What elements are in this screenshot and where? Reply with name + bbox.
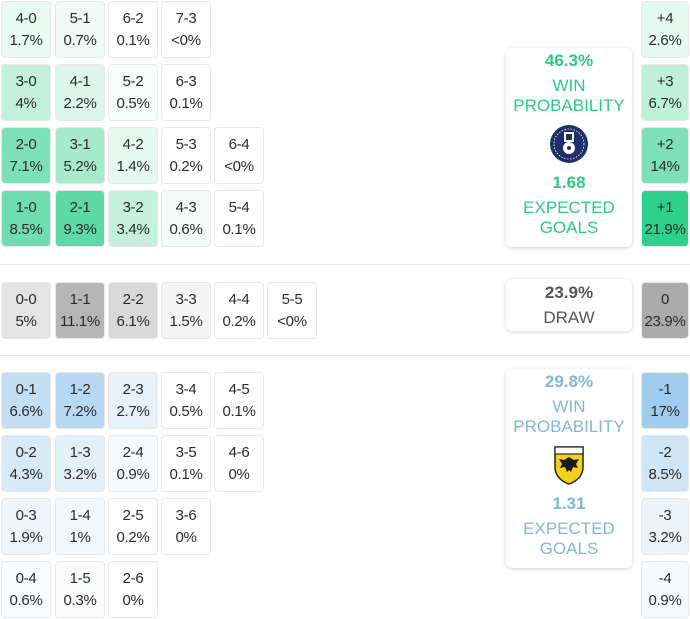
score-cell: 2-0 7.1% xyxy=(1,127,51,184)
home-win-card: 46.3% WIN PROBABILITY 1.68 EXPECTED GOAL… xyxy=(506,48,632,247)
away-win-probability-label: WIN PROBABILITY xyxy=(513,397,625,436)
score-cell: 5-4 0.1% xyxy=(214,190,264,247)
score-cell: 0-3 1.9% xyxy=(1,498,51,555)
score-cell: 4-4 0.2% xyxy=(214,282,264,339)
score-cell: 1-1 11.1% xyxy=(55,282,105,339)
margin-cell: -3 3.2% xyxy=(641,498,689,555)
away-team-crest-icon xyxy=(554,446,584,485)
score-cell: 6-4 <0% xyxy=(214,127,264,184)
score-cell: 2-6 0% xyxy=(108,561,158,618)
score-cell: 6-2 0.1% xyxy=(108,1,158,58)
divider xyxy=(0,264,690,265)
home-expected-goals: 1.68 xyxy=(552,173,586,192)
home-win-probability-label: WIN PROBABILITY xyxy=(513,76,625,115)
score-cell: 4-2 1.4% xyxy=(108,127,158,184)
score-cell: 1-5 0.3% xyxy=(55,561,105,618)
score-cell: 3-3 1.5% xyxy=(161,282,211,339)
margin-cell: +2 14% xyxy=(641,127,689,184)
away-win-probability: 29.8% xyxy=(544,372,594,391)
draw-label: DRAW xyxy=(543,308,595,327)
margin-cell: -2 8.5% xyxy=(641,435,689,492)
away-expected-goals: 1.31 xyxy=(552,494,586,513)
score-cell: 3-1 5.2% xyxy=(55,127,105,184)
away-expected-goals-label: EXPECTED GOALS xyxy=(523,519,615,558)
score-cell: 1-0 8.5% xyxy=(1,190,51,247)
score-cell: 0-1 6.6% xyxy=(1,372,51,429)
score-cell: 7-3 <0% xyxy=(161,1,211,58)
away-win-card: 29.8% WIN PROBABILITY 1.31 EXPECTED GOAL… xyxy=(506,369,632,568)
draw-probability: 23.9% xyxy=(544,283,594,302)
score-cell: 3-5 0.1% xyxy=(161,435,211,492)
score-cell: 2-2 6.1% xyxy=(108,282,158,339)
score-cell: 4-6 0% xyxy=(214,435,264,492)
score-cell: 4-0 1.7% xyxy=(1,1,51,58)
score-cell: 0-0 5% xyxy=(1,282,51,339)
score-cell: 3-6 0% xyxy=(161,498,211,555)
score-cell: 3-4 0.5% xyxy=(161,372,211,429)
divider xyxy=(0,355,690,356)
score-cell: 0-4 0.6% xyxy=(1,561,51,618)
score-cell: 5-3 0.2% xyxy=(161,127,211,184)
score-cell: 2-5 0.2% xyxy=(108,498,158,555)
home-team-crest-icon xyxy=(550,125,588,163)
score-cell: 4-3 0.6% xyxy=(161,190,211,247)
score-cell: 5-1 0.7% xyxy=(55,1,105,58)
score-cell: 1-3 3.2% xyxy=(55,435,105,492)
margin-cell: +3 6.7% xyxy=(641,64,689,121)
score-cell: 5-5 <0% xyxy=(267,282,317,339)
score-cell: 1-4 1% xyxy=(55,498,105,555)
margin-cell: +1 21.9% xyxy=(641,190,689,247)
score-cell: 2-3 2.7% xyxy=(108,372,158,429)
home-expected-goals-label: EXPECTED GOALS xyxy=(523,198,615,237)
margin-cell: +4 2.6% xyxy=(641,1,689,58)
score-cell: 0-2 4.3% xyxy=(1,435,51,492)
score-cell: 4-5 0.1% xyxy=(214,372,264,429)
margin-cell: -4 0.9% xyxy=(641,561,689,618)
draw-card: 23.9% DRAW xyxy=(506,279,632,331)
score-cell: 1-2 7.2% xyxy=(55,372,105,429)
margin-cell: -1 17% xyxy=(641,372,689,429)
score-cell: 3-2 3.4% xyxy=(108,190,158,247)
score-cell: 2-1 9.3% xyxy=(55,190,105,247)
score-cell: 5-2 0.5% xyxy=(108,64,158,121)
score-cell: 2-4 0.9% xyxy=(108,435,158,492)
home-win-probability: 46.3% xyxy=(544,51,594,70)
score-cell: 4-1 2.2% xyxy=(55,64,105,121)
score-cell: 6-3 0.1% xyxy=(161,64,211,121)
margin-cell: 0 23.9% xyxy=(641,282,689,339)
score-cell: 3-0 4% xyxy=(1,64,51,121)
